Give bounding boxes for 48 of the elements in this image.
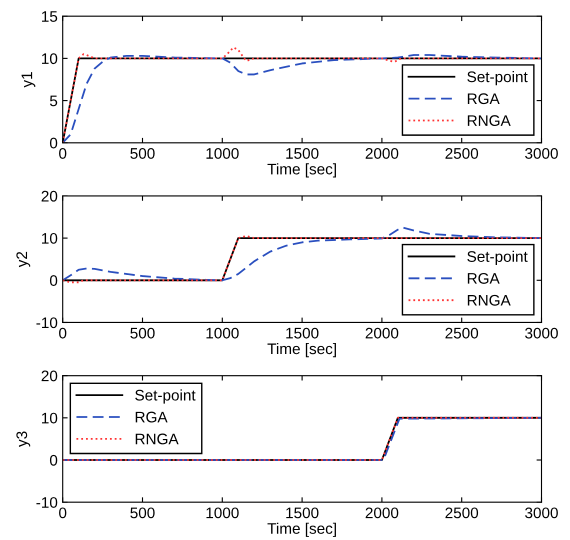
- y-tick-label: 10: [42, 53, 58, 64]
- y-axis-title: y2: [16, 252, 30, 268]
- x-tick-label: 2000: [366, 507, 398, 518]
- x-tick-label: 0: [59, 148, 66, 159]
- y-tick-label: 10: [42, 412, 58, 424]
- x-tick-label: 2000: [366, 148, 398, 159]
- x-tick-label: 1000: [206, 507, 239, 518]
- x-tick-label: 500: [130, 328, 155, 339]
- legend-label: Set-point: [135, 389, 196, 404]
- legend-label: RGA: [136, 412, 168, 422]
- legend-label: RGA: [468, 273, 500, 284]
- y-tick-label: -10: [36, 497, 58, 508]
- x-tick-label: 1500: [286, 507, 318, 518]
- x-tick-label: 3000: [525, 507, 558, 518]
- legend-label: RNGA: [468, 115, 511, 126]
- y-tick-label: 0: [50, 138, 58, 148]
- legend-label: RGA: [468, 93, 500, 104]
- x-axis-title: Time [sec]: [268, 342, 336, 358]
- x-tick-label: 2500: [445, 328, 478, 339]
- y-tick-label: 20: [42, 370, 58, 382]
- x-axis-title: Time [sec]: [268, 522, 336, 537]
- y-tick-label: 20: [42, 190, 58, 202]
- y-tick-label: 0: [50, 275, 58, 286]
- x-tick-label: 1000: [206, 148, 239, 159]
- y-axis-title: y3: [16, 432, 30, 447]
- x-tick-label: 1500: [286, 148, 318, 159]
- x-axis-title: Time [sec]: [268, 163, 336, 178]
- y-tick-label: -10: [36, 317, 58, 328]
- x-tick-label: 500: [130, 148, 155, 159]
- x-tick-label: 1000: [206, 328, 239, 339]
- x-tick-label: 3000: [525, 328, 558, 339]
- x-tick-label: 2500: [445, 148, 478, 159]
- legend-label: Set-point: [467, 250, 528, 265]
- y-axis-title: y1: [22, 72, 36, 88]
- y-tick-label: 0: [50, 454, 58, 466]
- y-tick-label: 10: [42, 232, 58, 244]
- legend-label: RNGA: [468, 294, 511, 306]
- x-tick-label: 0: [59, 507, 66, 518]
- x-tick-label: 3000: [525, 148, 558, 159]
- y-tick-label: 15: [42, 11, 58, 22]
- x-tick-label: 0: [59, 328, 66, 339]
- legend-label: Set-point: [467, 71, 528, 86]
- x-tick-label: 1500: [286, 328, 318, 339]
- legend-label: RNGA: [136, 434, 179, 444]
- x-tick-label: 500: [130, 507, 155, 518]
- y-tick-label: 5: [50, 96, 58, 106]
- x-tick-label: 2500: [445, 507, 478, 518]
- x-tick-label: 2000: [366, 328, 398, 339]
